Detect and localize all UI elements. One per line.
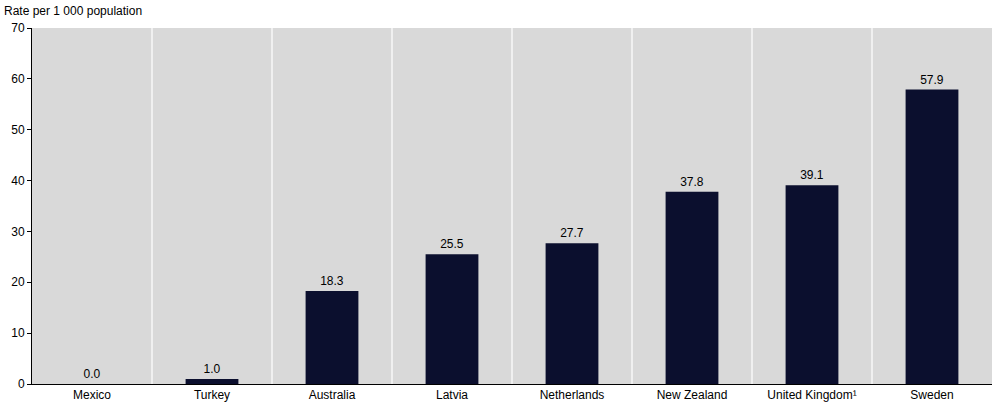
svg-text:40: 40 [11,174,25,188]
svg-text:10: 10 [11,326,25,340]
svg-text:30: 30 [11,225,25,239]
svg-text:United Kingdom¹: United Kingdom¹ [767,388,856,402]
svg-text:70: 70 [11,21,25,35]
svg-text:Turkey: Turkey [194,388,230,402]
svg-text:Netherlands: Netherlands [540,388,605,402]
svg-text:0.0: 0.0 [83,367,100,381]
svg-text:57.9: 57.9 [920,73,944,87]
svg-text:18.3: 18.3 [320,274,344,288]
svg-text:60: 60 [11,72,25,86]
svg-text:New Zealand: New Zealand [657,388,728,402]
svg-text:Mexico: Mexico [73,388,111,402]
svg-text:Rate per 1 000 population: Rate per 1 000 population [4,4,142,18]
svg-text:1.0: 1.0 [203,362,220,376]
svg-text:Latvia: Latvia [436,388,468,402]
svg-text:37.8: 37.8 [680,175,704,189]
svg-text:20: 20 [11,275,25,289]
svg-text:50: 50 [11,123,25,137]
svg-text:25.5: 25.5 [440,237,464,251]
svg-text:Sweden: Sweden [910,388,953,402]
svg-text:Australia: Australia [309,388,356,402]
svg-text:39.1: 39.1 [800,168,824,182]
svg-text:0: 0 [18,377,25,391]
svg-text:27.7: 27.7 [560,226,584,240]
